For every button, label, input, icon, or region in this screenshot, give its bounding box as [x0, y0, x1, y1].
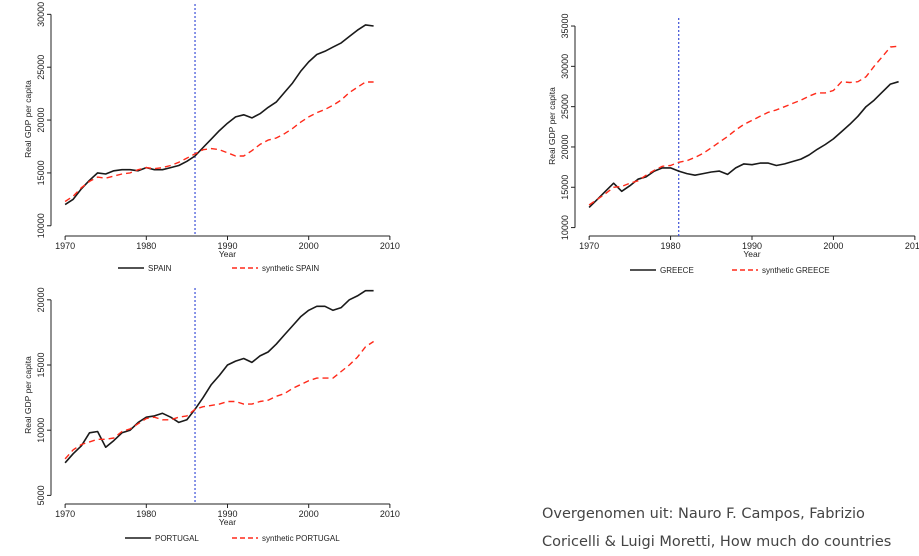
portugal-chart-panel: 5000 10000 15000 20000 1970 1980 1990 2000 2010 R…	[0, 281, 420, 549]
x-tick-label: 1990	[217, 509, 237, 519]
x-axis-title: Year	[219, 517, 236, 527]
legend-label: SPAIN	[148, 264, 172, 273]
y-tick-label: 25000	[36, 55, 46, 80]
y-tick-label: 30000	[36, 2, 46, 27]
synthetic-spain-series-line	[64, 81, 374, 203]
x-tick-label: 1970	[55, 509, 75, 519]
y-axis-title: Real GDP per capita	[547, 87, 557, 165]
x-tick-label: 1980	[136, 241, 156, 251]
x-tick-label: 1990	[217, 241, 237, 251]
y-axis-title: Real GDP per capita	[23, 356, 33, 434]
y-tick-label: 10000	[560, 215, 570, 240]
x-tick-label: 1980	[136, 509, 156, 519]
x-axis-title: Year	[743, 249, 760, 259]
synthetic-greece-series-line	[588, 45, 899, 206]
y-tick-label: 20000	[560, 134, 570, 159]
spain-chart-panel: 10000 15000 20000 25000 30000 1970 1980 1990 200…	[0, 0, 420, 280]
source-caption-line-2: Coricelli & Luigi Moretti, How much do c…	[542, 534, 892, 550]
y-tick-label: 15000	[36, 352, 46, 377]
y-tick-label: 5000	[36, 485, 46, 505]
x-tick-label: 1980	[661, 241, 681, 251]
y-axis-title: Real GDP per capita	[23, 80, 33, 158]
y-tick-label: 10000	[36, 213, 46, 238]
source-caption-line-1: Overgenomen uit: Nauro F. Campos, Fabriz…	[542, 506, 865, 522]
portugal-chart: 5000 10000 15000 20000 1970 1980 1990 2000 2010 R…	[23, 287, 400, 543]
y-tick-label: 10000	[36, 418, 46, 443]
legend-label: PORTUGAL	[155, 534, 199, 543]
y-tick-label: 20000	[36, 108, 46, 133]
x-tick-label: 2010	[380, 509, 400, 519]
actual-portugal-series-line	[64, 289, 374, 464]
synthetic-portugal-series-line	[64, 340, 374, 460]
x-tick-label: 2000	[299, 509, 319, 519]
legend-label: synthetic PORTUGAL	[262, 534, 340, 543]
x-tick-label: 2010	[905, 241, 919, 251]
y-tick-label: 15000	[560, 175, 570, 200]
y-tick-label: 20000	[36, 287, 46, 312]
greece-chart-panel: 10000 15000 20000 25000 30000 35000 1970 1980 19…	[540, 0, 919, 290]
x-tick-label: 2000	[299, 241, 319, 251]
y-tick-label: 30000	[560, 54, 570, 79]
actual-greece-series-line	[588, 80, 899, 208]
y-tick-label: 35000	[560, 14, 570, 39]
y-tick-label: 25000	[560, 94, 570, 119]
x-tick-label: 2000	[823, 241, 843, 251]
y-tick-label: 15000	[36, 160, 46, 185]
x-tick-label: 2010	[380, 241, 400, 251]
legend-label: synthetic GREECE	[762, 266, 830, 275]
source-caption: Overgenomen uit: Nauro F. Campos, Fabriz…	[542, 500, 919, 556]
legend-label: GREECE	[660, 266, 694, 275]
x-tick-label: 1970	[55, 241, 75, 251]
x-tick-label: 1990	[742, 241, 762, 251]
spain-chart: 10000 15000 20000 25000 30000 1970 1980 1990 200…	[23, 2, 400, 273]
x-axis-title: Year	[219, 249, 236, 259]
actual-spain-series-line	[64, 24, 374, 206]
x-tick-label: 1970	[579, 241, 599, 251]
greece-chart: 10000 15000 20000 25000 30000 35000 1970 1980 19…	[547, 14, 919, 275]
legend-label: synthetic SPAIN	[262, 264, 319, 273]
